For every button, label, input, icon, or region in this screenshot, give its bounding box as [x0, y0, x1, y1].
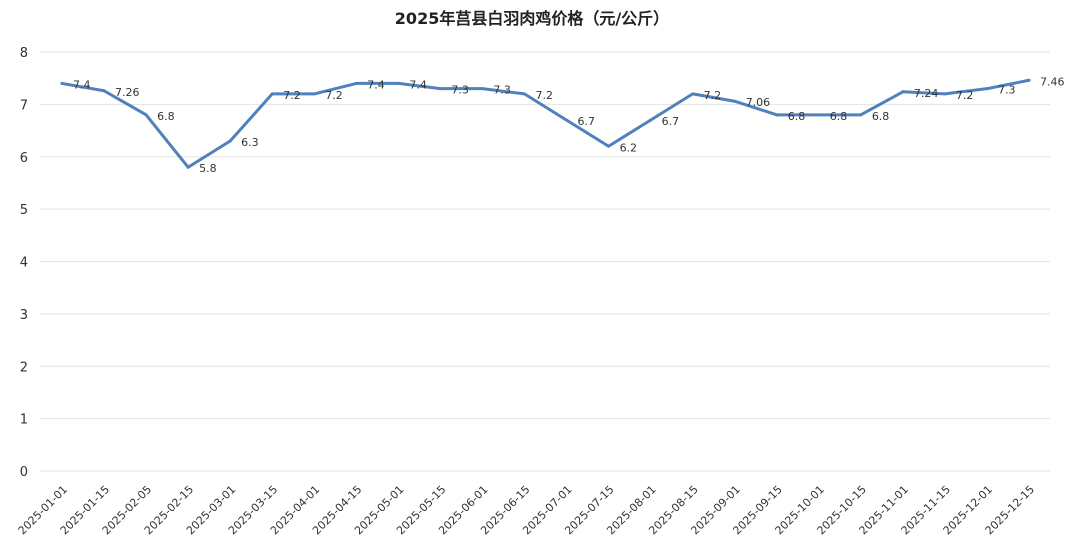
y-tick-label: 8: [20, 46, 28, 61]
y-tick-label: 6: [20, 151, 28, 166]
data-point: [354, 81, 358, 85]
data-point: [607, 144, 611, 148]
y-tick-label: 5: [20, 203, 28, 218]
data-point: [649, 118, 653, 122]
series: [60, 78, 1031, 169]
data-labels: 7.4 7.26 6.8 5.8 6.3 7.2 7.2 7.4 7.4 7.3 7.3 7.2 6.7…: [73, 75, 1065, 175]
data-point: [102, 89, 106, 93]
data-label: 6.8: [157, 110, 175, 123]
y-tick-label: 1: [20, 413, 28, 428]
y-axis-ticks: 0 1 2 3 4 5 6 7 8: [20, 46, 28, 480]
data-label: 7.2: [956, 89, 974, 102]
data-point: [1027, 78, 1031, 82]
data-label: 7.26: [115, 86, 140, 99]
data-label: 6.8: [788, 110, 806, 123]
data-point: [60, 81, 64, 85]
data-label: 7.4: [367, 78, 385, 91]
data-label: 6.7: [578, 115, 596, 128]
data-label: 6.7: [662, 115, 680, 128]
data-label: 7.46: [1040, 75, 1065, 88]
data-point: [270, 92, 274, 96]
y-tick-label: 7: [20, 98, 28, 113]
data-label: 6.8: [872, 110, 890, 123]
data-point: [480, 87, 484, 91]
data-point: [186, 165, 190, 169]
data-label: 5.8: [199, 162, 217, 175]
data-label: 7.2: [535, 89, 553, 102]
data-label: 7.2: [283, 89, 301, 102]
data-point: [144, 113, 148, 117]
data-point: [901, 90, 905, 94]
data-point: [565, 118, 569, 122]
series-line: [60, 78, 1031, 169]
data-point: [985, 87, 989, 91]
data-point: [438, 87, 442, 91]
gridlines: [40, 51, 1050, 472]
data-label: 7.3: [998, 84, 1016, 97]
data-label: 6.3: [241, 136, 259, 149]
data-label: 7.2: [325, 89, 343, 102]
data-label: 7.4: [409, 78, 427, 91]
data-point: [943, 92, 947, 96]
data-point: [522, 92, 526, 96]
data-point: [312, 92, 316, 96]
y-tick-label: 3: [20, 308, 28, 323]
data-label: 6.2: [620, 141, 638, 154]
x-axis-ticks: 2025-01-012025-01-152025-02-052025-02-15…: [16, 483, 1037, 537]
data-point: [775, 113, 779, 117]
data-point: [733, 99, 737, 103]
data-point: [228, 139, 232, 143]
y-tick-label: 4: [20, 256, 28, 271]
data-label: 7.4: [73, 78, 91, 91]
y-tick-label: 0: [20, 465, 28, 480]
data-point: [817, 113, 821, 117]
data-label: 7.2: [704, 89, 722, 102]
data-point: [859, 113, 863, 117]
data-label: 7.06: [746, 96, 771, 109]
data-label: 7.3: [493, 84, 511, 97]
data-label: 7.24: [914, 87, 939, 100]
data-label: 7.3: [451, 84, 469, 97]
y-tick-label: 2: [20, 360, 28, 375]
data-point: [691, 92, 695, 96]
data-label: 6.8: [830, 110, 848, 123]
data-point: [396, 81, 400, 85]
chart-title: 2025年莒县白羽肉鸡价格（元/公斤）: [395, 9, 669, 28]
